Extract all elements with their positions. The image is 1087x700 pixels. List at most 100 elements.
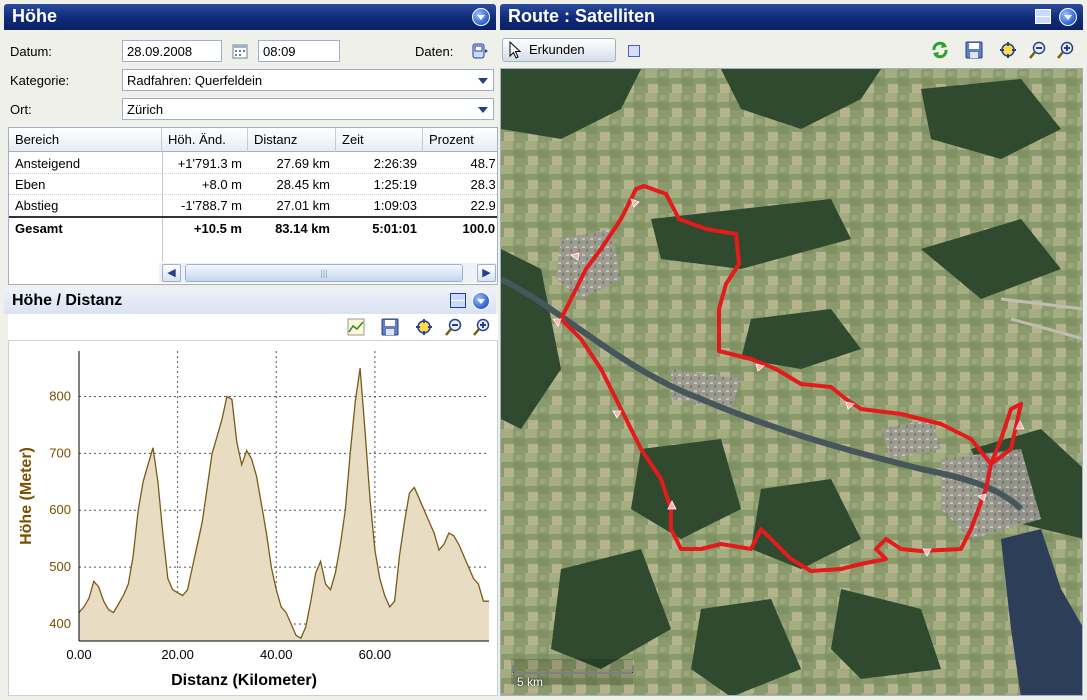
scroll-left-icon[interactable]: ◀ (162, 264, 181, 282)
ort-row: Ort: Zürich (10, 98, 494, 122)
select-area-icon[interactable] (628, 45, 640, 57)
table-row[interactable]: Abstieg -1'788.7 m 27.01 km 1:09:03 22.9… (9, 195, 497, 216)
elevation-panel-title: Höhe (12, 6, 57, 26)
elevation-chart-svg: 0.00 20.00 40.00 60.00 400 500 600 700 800 Dista… (18, 351, 489, 689)
location-value: Zürich (127, 102, 164, 117)
zoom-in-icon[interactable] (472, 317, 492, 337)
panel-menu-icon[interactable] (472, 292, 490, 310)
table-cell: +1'791.3 m (177, 156, 242, 171)
x-tick-label: 0.00 (66, 647, 91, 662)
stats-table: Bereich Höh. Änd. Distanz Zeit Prozent A… (8, 127, 498, 285)
table-cell: 2:26:39 (373, 156, 417, 171)
zoom-out-icon[interactable] (444, 317, 464, 337)
row-divider (9, 173, 497, 174)
chart-panel-header: Höhe / Distanz (4, 288, 496, 314)
location-select[interactable]: Zürich (122, 98, 494, 120)
zoom-fit-icon[interactable] (998, 40, 1018, 60)
zoom-out-icon[interactable] (1028, 40, 1048, 60)
scale-bar (511, 659, 634, 685)
chevron-down-icon[interactable] (473, 99, 493, 119)
column-header[interactable]: Prozent (423, 128, 497, 152)
elevation-area (79, 368, 489, 641)
table-cell: Ansteigend (15, 156, 81, 171)
elevation-line (78, 368, 489, 640)
table-row-total[interactable]: Gesamt +10.5 m 83.14 km 5:01:01 100.0 : (9, 218, 497, 239)
calendar-icon[interactable] (230, 41, 250, 61)
chart-style-icon[interactable] (346, 317, 366, 337)
save-icon[interactable] (964, 40, 984, 60)
date-field[interactable]: 28.09.2008 (122, 40, 222, 62)
table-cell: -1'788.7 m (180, 198, 242, 213)
table-cell: 1:09:03 (373, 198, 417, 213)
chart-panel-title: Höhe / Distanz (12, 292, 123, 309)
horizontal-scrollbar[interactable]: ◀ ||| ▶ (159, 263, 497, 283)
daten-label: Daten: (415, 44, 454, 59)
panel-menu-icon[interactable] (1059, 8, 1077, 26)
category-select[interactable]: Radfahren: Querfeldein (122, 69, 494, 91)
time-field[interactable]: 08:09 (258, 40, 340, 62)
table-cell: 100.0 : (462, 221, 497, 236)
table-cell: 27.69 km (276, 156, 330, 171)
table-cell: Gesamt (15, 221, 63, 236)
scroll-thumb[interactable]: ||| (185, 264, 463, 282)
zoom-fit-icon[interactable] (414, 317, 434, 337)
explore-button[interactable]: Erkunden (502, 38, 616, 62)
total-divider (9, 216, 497, 218)
column-header[interactable]: Bereich (9, 128, 162, 152)
layout-toggle-icon[interactable] (450, 293, 466, 308)
y-tick-label: 400 (49, 616, 71, 631)
y-tick-label: 800 (49, 388, 71, 403)
explore-label: Erkunden (529, 42, 585, 57)
datum-row: Datum: 28.09.2008 08:09 Daten: (10, 40, 490, 64)
panel-menu-icon[interactable] (472, 8, 490, 26)
y-tick-label: 600 (49, 502, 71, 517)
refresh-icon[interactable] (930, 40, 950, 60)
table-cell: 83.14 km (275, 221, 330, 236)
elevation-panel-header: Höhe (4, 4, 496, 30)
table-cell: +10.5 m (193, 221, 242, 236)
x-tick-label: 20.00 (161, 647, 194, 662)
save-icon[interactable] (380, 317, 400, 337)
category-value: Radfahren: Querfeldein (127, 73, 263, 88)
kategorie-label: Kategorie: (10, 73, 70, 88)
table-row[interactable]: Eben +8.0 m 28.45 km 1:25:19 28.3 : (9, 174, 497, 195)
table-cell: +8.0 m (201, 177, 242, 192)
table-cell: 48.7 : (470, 156, 497, 171)
x-tick-label: 40.00 (260, 647, 293, 662)
column-header[interactable]: Distanz (248, 128, 336, 152)
table-cell: Abstieg (15, 198, 59, 213)
chevron-down-icon[interactable] (473, 70, 493, 90)
datum-label: Datum: (10, 44, 52, 59)
satellite-map[interactable]: 5 km (500, 68, 1083, 696)
scroll-right-icon[interactable]: ▶ (477, 264, 496, 282)
map-panel: Route : Satelliten Erkunden (500, 4, 1083, 696)
column-header[interactable]: Höh. Änd. (162, 128, 248, 152)
table-row[interactable]: Ansteigend +1'791.3 m 27.69 km 2:26:39 4… (9, 153, 497, 174)
x-tick-label: 60.00 (359, 647, 392, 662)
route-arrows (552, 198, 1025, 557)
table-cell: 28.45 km (276, 177, 330, 192)
table-cell: 1:25:19 (373, 177, 417, 192)
river (501, 276, 1024, 512)
zoom-in-icon[interactable] (1056, 40, 1076, 60)
table-cell: 22.9 : (470, 198, 497, 213)
layout-toggle-icon[interactable] (1035, 9, 1051, 24)
chart-toolbar (8, 314, 498, 340)
table-cell: 27.01 km (276, 198, 330, 213)
device-data-icon[interactable] (470, 41, 490, 61)
table-cell: Eben (15, 177, 46, 192)
column-divider (162, 152, 163, 262)
x-axis-label: Distanz (Kilometer) (171, 672, 317, 689)
lake (1001, 529, 1082, 695)
airport-runways (1000, 297, 1082, 341)
map-panel-title: Route : Satelliten (508, 6, 656, 26)
kategorie-row: Kategorie: Radfahren: Querfeldein (10, 69, 494, 93)
elevation-chart: 0.00 20.00 40.00 60.00 400 500 600 700 800 Dista… (8, 340, 498, 696)
cursor-icon (509, 40, 523, 62)
y-tick-label: 500 (49, 559, 71, 574)
y-axis-label: Höhe (Meter) (18, 447, 35, 545)
table-cell: 28.3 : (470, 177, 497, 192)
route-track[interactable] (559, 184, 1023, 573)
column-header[interactable]: Zeit (336, 128, 423, 152)
elevation-panel: Höhe Datum: 28.09.2008 08:09 Daten: Kate… (4, 4, 498, 696)
